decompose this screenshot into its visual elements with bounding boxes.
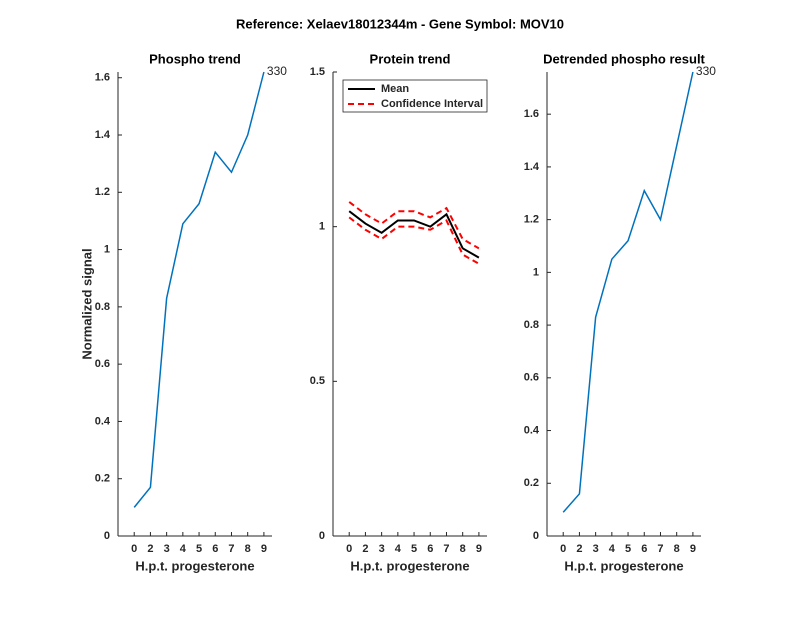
x-axis-label: H.p.t. progesterone — [135, 558, 254, 573]
x-tick-label: 6 — [212, 543, 218, 555]
x-tick-label: 4 — [180, 543, 187, 555]
data-line — [348, 201, 480, 250]
data-line — [348, 210, 480, 259]
x-tick-label: 5 — [625, 543, 631, 555]
figure-title: Reference: Xelaev18012344m - Gene Symbol… — [236, 16, 564, 31]
y-tick-label: 1.2 — [95, 186, 110, 198]
x-axis-label: H.p.t. progesterone — [350, 558, 469, 573]
y-tick-label: 0.2 — [524, 477, 539, 489]
x-tick-label: 8 — [460, 543, 466, 555]
x-tick-label: 4 — [395, 543, 402, 555]
x-axis-label: H.p.t. progesterone — [564, 558, 683, 573]
x-tick-label: 2 — [147, 543, 153, 555]
y-tick-label: 1 — [533, 266, 539, 278]
y-tick-label: 0.5 — [310, 375, 325, 387]
legend-label: Confidence Interval — [381, 98, 483, 110]
legend-label: Mean — [381, 83, 409, 95]
y-tick-label: 0.8 — [524, 319, 539, 331]
data-line — [562, 71, 694, 513]
x-tick-label: 4 — [609, 543, 616, 555]
x-tick-label: 0 — [346, 543, 352, 555]
y-tick-label: 1.4 — [524, 161, 540, 173]
x-tick-label: 7 — [657, 543, 663, 555]
x-tick-label: 2 — [576, 543, 582, 555]
x-tick-label: 3 — [164, 543, 170, 555]
y-tick-label: 1.6 — [524, 108, 539, 120]
y-axis-label: Normalized signal — [79, 248, 94, 359]
subplot-title: Phospho trend — [149, 51, 241, 66]
y-tick-label: 1.5 — [310, 66, 325, 78]
x-tick-label: 6 — [427, 543, 433, 555]
x-tick-label: 8 — [674, 543, 680, 555]
y-tick-label: 1.2 — [524, 214, 539, 226]
y-tick-label: 0.6 — [95, 358, 110, 370]
x-tick-label: 6 — [641, 543, 647, 555]
y-tick-label: 0.6 — [524, 372, 539, 384]
y-tick-label: 1.4 — [95, 129, 111, 141]
y-tick-label: 0.8 — [95, 301, 110, 313]
y-tick-label: 0 — [533, 530, 539, 542]
data-line — [133, 71, 265, 508]
x-tick-label: 9 — [690, 543, 696, 555]
subplot-title: Protein trend — [370, 51, 451, 66]
x-tick-label: 7 — [228, 543, 234, 555]
y-tick-label: 0.4 — [95, 415, 111, 427]
y-tick-label: 1.6 — [95, 72, 110, 84]
annotation: 330 — [267, 64, 287, 78]
x-tick-label: 9 — [261, 543, 267, 555]
x-tick-label: 3 — [593, 543, 599, 555]
x-tick-label: 5 — [411, 543, 417, 555]
y-tick-label: 1 — [104, 243, 110, 255]
y-tick-label: 0 — [319, 530, 325, 542]
y-tick-label: 0 — [104, 530, 110, 542]
x-tick-label: 0 — [131, 543, 137, 555]
y-tick-label: 0.2 — [95, 473, 110, 485]
data-line — [348, 216, 480, 265]
x-tick-label: 7 — [443, 543, 449, 555]
y-tick-label: 1 — [319, 221, 325, 233]
x-tick-label: 3 — [379, 543, 385, 555]
x-tick-label: 0 — [560, 543, 566, 555]
y-tick-label: 0.4 — [524, 424, 540, 436]
x-tick-label: 9 — [476, 543, 482, 555]
subplot-title: Detrended phospho result — [543, 51, 705, 66]
x-tick-label: 8 — [245, 543, 251, 555]
x-tick-label: 5 — [196, 543, 202, 555]
annotation: 330 — [696, 64, 716, 78]
x-tick-label: 2 — [362, 543, 368, 555]
legend-box — [342, 79, 488, 113]
